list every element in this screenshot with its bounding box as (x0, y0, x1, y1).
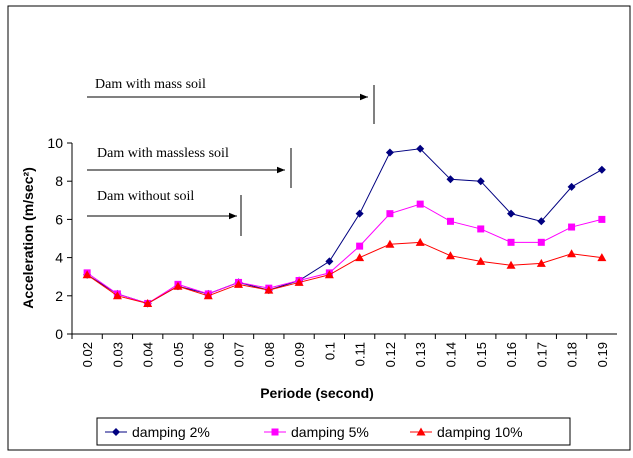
point (356, 242, 364, 250)
line (86, 203, 602, 304)
x-tick-label: 0.16 (504, 342, 519, 367)
point (507, 238, 515, 246)
point (446, 217, 454, 225)
point (355, 209, 364, 218)
point (173, 281, 183, 290)
x-tick-label: 0.11 (353, 342, 368, 366)
y-axis-label: Acceleration (m/sec²) (20, 167, 36, 309)
x-tick-label: 0.07 (232, 342, 247, 367)
point (598, 215, 606, 223)
point (537, 238, 545, 246)
x-tick-label: 0.18 (565, 342, 580, 367)
point (476, 256, 486, 265)
point (112, 428, 120, 436)
point (416, 144, 425, 153)
point (476, 177, 485, 186)
annotation: Dam with massless soil (97, 146, 229, 161)
point (203, 291, 213, 300)
point (568, 223, 576, 231)
x-tick-label: 0.14 (443, 342, 458, 367)
point (385, 148, 394, 157)
chart-border (7, 5, 631, 451)
point (597, 253, 607, 262)
point (386, 210, 394, 218)
point (324, 270, 334, 279)
line (86, 148, 603, 304)
point (416, 200, 424, 208)
point (445, 251, 455, 260)
point (597, 165, 606, 174)
point (325, 257, 334, 266)
x-tick-label: 0.1 (322, 342, 337, 360)
x-tick-label: 0.04 (141, 342, 156, 367)
x-tick-label: 0.05 (171, 342, 186, 367)
x-tick-label: 0.17 (534, 342, 549, 367)
x-tick-label: 0.02 (80, 342, 95, 367)
point (446, 175, 455, 184)
point (567, 249, 577, 258)
point (264, 285, 274, 294)
x-tick-label: 0.19 (595, 342, 610, 367)
point (416, 427, 426, 436)
x-tick-label: 0.08 (262, 342, 277, 367)
point (143, 298, 153, 307)
point (507, 209, 516, 218)
y-tick-label: 6 (55, 211, 63, 227)
point (536, 258, 546, 267)
point (294, 277, 304, 286)
point (415, 237, 425, 246)
x-tick-label: 0.03 (110, 342, 125, 367)
x-axis-label: Periode (second) (260, 385, 374, 401)
annotation: Dam without soil (97, 189, 194, 204)
point (234, 279, 244, 288)
y-tick-label: 8 (55, 173, 63, 189)
x-tick-label: 0.15 (474, 342, 489, 367)
point (112, 291, 122, 300)
y-tick-label: 10 (47, 135, 63, 151)
point (355, 253, 365, 262)
line (86, 241, 602, 304)
legend-box (96, 417, 571, 446)
point (82, 270, 92, 279)
y-tick-label: 2 (55, 288, 63, 304)
point (271, 428, 279, 436)
point (477, 225, 485, 233)
x-tick-label: 0.12 (383, 342, 398, 367)
x-tick-label: 0.13 (413, 342, 428, 367)
x-tick-label: 0.09 (292, 342, 307, 367)
x-tick-label: 0.06 (201, 342, 216, 367)
y-tick-label: 4 (55, 250, 63, 266)
point (537, 217, 546, 226)
point (567, 182, 576, 191)
y-tick-label: 0 (55, 326, 63, 342)
legend-label: damping 2% (132, 424, 210, 440)
point (506, 260, 516, 269)
legend-label: damping 5% (291, 424, 369, 440)
annotation: Dam with mass soil (95, 77, 206, 92)
point (385, 239, 395, 248)
legend-label: damping 10% (437, 424, 523, 440)
